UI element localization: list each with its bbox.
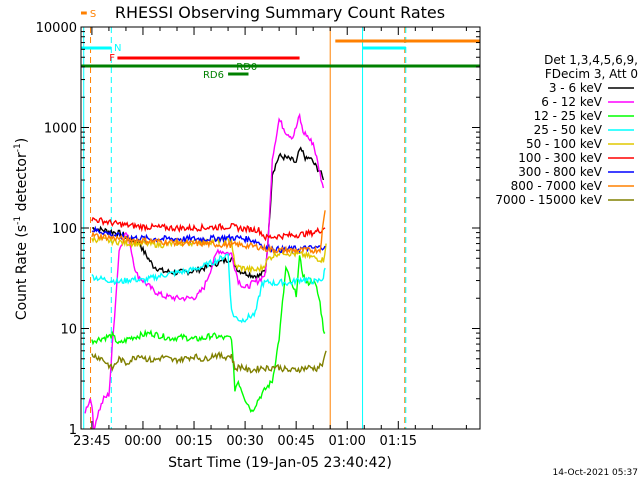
x-axis-label: Start Time (19-Jan-05 23:40:42) <box>168 455 392 471</box>
series-line-7000-15000-kev <box>91 350 327 374</box>
plot-clip-group <box>83 27 407 429</box>
flag-label-rd6: RD6 <box>203 70 224 81</box>
y-tick-label: 1 <box>69 423 77 438</box>
legend-entry-label: 12 - 25 keV <box>534 109 603 123</box>
series-line-800-7000-kev <box>91 210 326 256</box>
x-tick-label: 01:15 <box>380 434 417 449</box>
flag-label-rd0: RD0 <box>236 62 257 73</box>
y-tick-label: 1000 <box>44 122 77 137</box>
x-tick-label: 00:00 <box>124 434 161 449</box>
x-tick-label: 01:00 <box>328 434 365 449</box>
y-axis-label: Count Rate (s-1 detector-1) <box>13 138 30 320</box>
legend-entry-label: 7000 - 15000 keV <box>495 193 602 207</box>
y-label-mid: detector <box>14 152 30 216</box>
y-label-sup2: -1 <box>13 143 23 152</box>
legend-entry-label: 100 - 300 keV <box>518 151 602 165</box>
flag-label-s: S <box>90 9 96 20</box>
y-tick-label: 10000 <box>36 21 77 36</box>
flag-label-n: N <box>114 43 121 54</box>
axes: 1 10 100 1000 10000 23:45 00:00 00:15 00:30 00:45… <box>36 21 481 449</box>
series-line-6-12-kev <box>84 112 325 429</box>
series-line-100-300-kev <box>91 216 326 242</box>
y-label-end: ) <box>14 138 30 143</box>
y-label-sup1: -1 <box>13 216 23 225</box>
legend-entry-label: 50 - 100 keV <box>526 137 603 151</box>
x-tick-label: 00:15 <box>175 434 212 449</box>
chart-title: RHESSI Observing Summary Count Rates <box>115 3 445 22</box>
series-line-50-100-kev <box>91 235 327 275</box>
legend-entry-label: 6 - 12 keV <box>541 95 603 109</box>
x-tick-label: 00:45 <box>277 434 314 449</box>
legend-header-1: Det 1,3,4,5,6,9, <box>544 53 638 67</box>
y-tick-label: 10 <box>60 323 77 338</box>
plot-area: S NF RD0 RD6 <box>81 9 480 429</box>
flag-label-f: F <box>109 53 115 64</box>
series-line-12-25-kev <box>91 255 326 414</box>
x-tick-label: 23:45 <box>73 434 110 449</box>
legend-header-2: FDecim 3, Att 0 <box>545 67 638 81</box>
legend-entry-label: 25 - 50 keV <box>534 123 603 137</box>
series-line-25-50-kev <box>91 253 326 324</box>
y-tick-label: 100 <box>52 222 77 237</box>
legend-entry-label: 300 - 800 keV <box>518 165 602 179</box>
legend-entry-label: 3 - 6 keV <box>549 81 603 95</box>
legend: Det 1,3,4,5,6,9, FDecim 3, Att 0 3 - 6 k… <box>495 53 638 207</box>
legend-entry-label: 800 - 7000 keV <box>511 179 603 193</box>
x-tick-label: 00:30 <box>226 434 263 449</box>
y-label-main: Count Rate (s <box>14 225 30 320</box>
footer-date: 14-Oct-2021 05:37 <box>553 468 638 478</box>
